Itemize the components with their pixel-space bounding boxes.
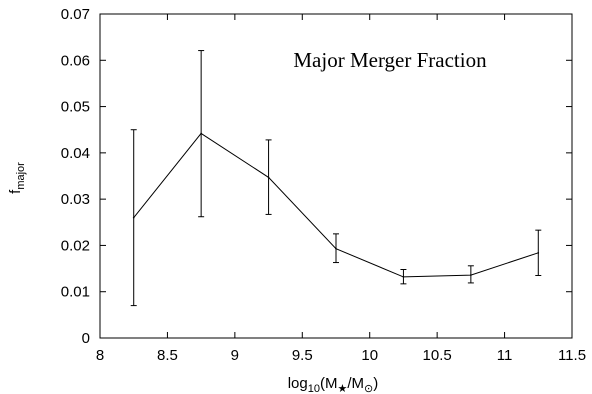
x-axis-label-mid1: (M <box>320 375 338 392</box>
y-axis-label-main: f <box>7 189 24 194</box>
x-axis-label: log10(M★/M⊙) <box>288 375 379 394</box>
y-axis-label: fmajor <box>7 162 27 194</box>
x-axis-label-sub2: ★ <box>338 383 348 394</box>
y-tick-label: 0 <box>82 330 90 347</box>
x-axis-label-pre: log <box>288 375 308 392</box>
x-axis-label-post: ) <box>373 375 378 392</box>
x-tick-label: 8.5 <box>157 347 178 364</box>
x-tick-label: 9 <box>231 347 239 364</box>
y-tick-label: 0.04 <box>61 145 90 162</box>
data-point <box>537 252 540 254</box>
y-tick-label: 0.02 <box>61 237 90 254</box>
x-tick-label: 11.5 <box>558 347 586 364</box>
plot-frame <box>99 13 573 339</box>
x-axis-label-mid2: /M <box>347 375 364 392</box>
y-tick-label: 0.05 <box>61 99 90 116</box>
x-axis-label-sub3: ⊙ <box>364 383 373 394</box>
y-tick-label: 0.06 <box>61 52 90 69</box>
series-layer <box>130 50 542 307</box>
data-point <box>200 132 202 135</box>
data-point <box>402 276 405 278</box>
x-tick-label: 10 <box>361 347 378 364</box>
y-axis-label-sub: major <box>15 162 27 190</box>
data-point <box>335 247 337 250</box>
data-point <box>470 274 472 276</box>
x-axis-label-sub1: 10 <box>308 383 320 394</box>
data-point <box>267 176 270 179</box>
data-point <box>132 216 135 219</box>
x-tick-label: 10.5 <box>423 347 452 364</box>
x-tick-label: 11 <box>497 347 513 364</box>
y-tick-label: 0.03 <box>61 191 90 208</box>
y-tick-label: 0.07 <box>61 6 90 23</box>
chart-annotation: Major Merger Fraction <box>293 48 487 72</box>
x-tick-label: 8 <box>96 347 104 364</box>
y-tick-label: 0.01 <box>61 284 90 301</box>
tick-labels: 8 8.5 9 9.5 10 10.5 11 11.5 0 0.01 0.02 0.03 0.04 0.0… <box>61 6 586 364</box>
x-tick-label: 9.5 <box>292 347 313 364</box>
